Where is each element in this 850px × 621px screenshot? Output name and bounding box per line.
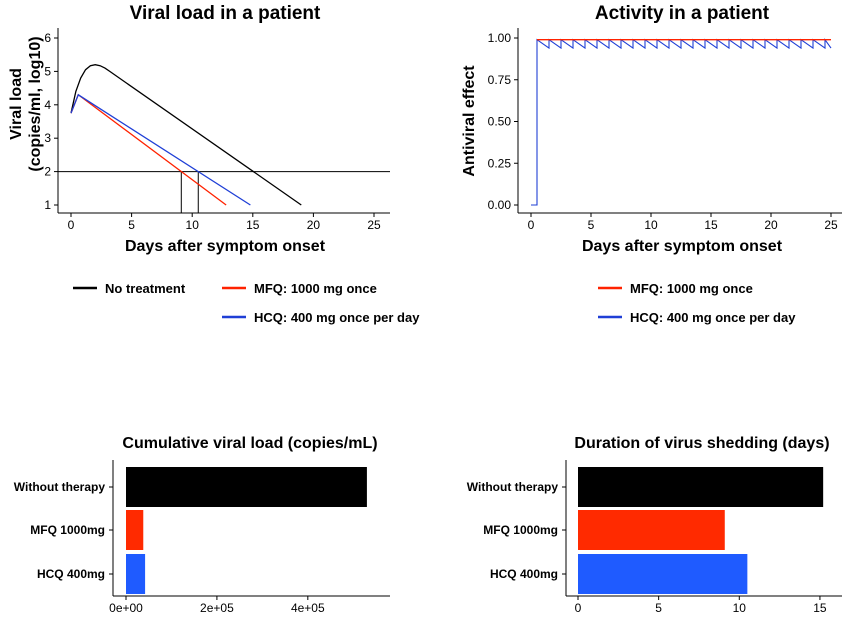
activity-x-tick-label: 20 — [764, 218, 778, 232]
viral-load-y-tick-label: 2 — [44, 165, 51, 179]
cumulative-title: Cumulative viral load (copies/mL) — [122, 435, 377, 452]
activity-x-tick-label: 25 — [824, 218, 838, 232]
bar-mfq-1000mg — [578, 510, 725, 550]
activity-ylabel: Antiviral effect — [461, 65, 478, 177]
bar-x-tick-label: 0 — [575, 601, 582, 615]
activity-x-tick-label: 15 — [704, 218, 718, 232]
viral-load-ylabel-line1: Viral load — [8, 68, 25, 140]
legend-label-no-treatment: No treatment — [105, 281, 186, 296]
bar-without-therapy — [578, 467, 824, 507]
viral-load-xlabel: Days after symptom onset — [125, 238, 326, 255]
legend-label-hcq: HCQ: 400 mg once per day — [254, 310, 420, 325]
viral-load-legend: No treatment MFQ: 1000 mg once HCQ: 400 … — [73, 281, 420, 325]
activity-x-tick-label: 0 — [528, 218, 535, 232]
bar-x-tick-label: 10 — [733, 601, 747, 615]
duration-shedding-panel: Duration of virus shedding (days) Withou… — [467, 435, 842, 615]
activity-y-tick-label: 0.75 — [488, 73, 512, 87]
activity-x-tick-label: 10 — [644, 218, 658, 232]
viral-load-series-mfq — [70, 93, 227, 206]
activity-title: Activity in a patient — [595, 3, 770, 24]
viral-load-x-tick-label: 5 — [128, 218, 135, 232]
bar-x-tick-label: 15 — [813, 601, 827, 615]
bar-mfq-1000mg — [126, 510, 144, 550]
activity-y-tick-label: 0.50 — [488, 115, 512, 129]
activity-legend: MFQ: 1000 mg once HCQ: 400 mg once per d… — [598, 281, 796, 325]
bar-x-tick-label: 0e+00 — [109, 601, 143, 615]
bar-category-label: Without therapy — [14, 480, 106, 494]
activity-x-tick-label: 5 — [588, 218, 595, 232]
viral-load-x-tick-label: 0 — [68, 218, 75, 232]
viral-load-panel: Viral load in a patient 0 5 10 15 20 25 1 2 3 4 5 6… — [8, 3, 390, 255]
activity-y-tick-label: 0.00 — [488, 198, 512, 212]
activity-y-tick-label: 0.25 — [488, 156, 512, 170]
bar-without-therapy — [126, 467, 367, 507]
bar-x-tick-label: 2e+05 — [200, 601, 234, 615]
viral-load-x-tick-label: 20 — [307, 218, 321, 232]
bar-category-label: HCQ 400mg — [37, 567, 105, 581]
viral-load-y-tick-label: 5 — [44, 64, 51, 78]
legend-label-mfq: MFQ: 1000 mg once — [254, 281, 377, 296]
viral-load-y-tick-label: 4 — [44, 98, 51, 112]
activity-y-tick-label: 1.00 — [488, 31, 512, 45]
duration-title: Duration of virus shedding (days) — [574, 435, 829, 452]
viral-load-y-tick-label: 1 — [44, 198, 51, 212]
viral-load-x-tick-label: 25 — [367, 218, 381, 232]
viral-load-series-hcq — [70, 93, 251, 206]
legend-label-hcq-right: HCQ: 400 mg once per day — [630, 310, 796, 325]
viral-load-y-tick-label: 6 — [44, 31, 51, 45]
viral-load-x-tick-label: 10 — [186, 218, 200, 232]
viral-load-series-none — [70, 64, 302, 206]
viral-load-x-tick-label: 15 — [246, 218, 260, 232]
cumulative-viral-load-panel: Cumulative viral load (copies/mL) Withou… — [14, 435, 390, 615]
viral-load-y-tick-label: 3 — [44, 131, 51, 145]
activity-xlabel: Days after symptom onset — [582, 238, 783, 255]
bar-category-label: Without therapy — [467, 480, 559, 494]
viral-load-ylabel-line2: (copies/ml, log10) — [27, 36, 44, 171]
bar-x-tick-label: 4e+05 — [291, 601, 325, 615]
bar-x-tick-label: 5 — [655, 601, 662, 615]
activity-series-hcq — [531, 37, 832, 206]
bar-category-label: MFQ 1000mg — [483, 523, 558, 537]
legend-label-mfq-right: MFQ: 1000 mg once — [630, 281, 753, 296]
viral-load-title: Viral load in a patient — [130, 3, 321, 24]
bar-category-label: HCQ 400mg — [490, 567, 558, 581]
activity-panel: Activity in a patient 0 5 10 15 20 25 0.00 0.25… — [461, 3, 842, 255]
bar-hcq-400mg — [126, 554, 146, 594]
bar-category-label: MFQ 1000mg — [30, 523, 105, 537]
bar-hcq-400mg — [578, 554, 748, 594]
